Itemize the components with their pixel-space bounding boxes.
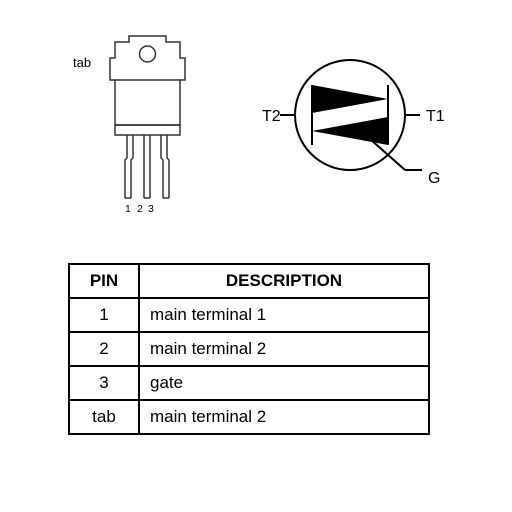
cell-pin: 1 [69,298,139,332]
cell-pin: 3 [69,366,139,400]
table-row: 1 main terminal 1 [69,298,429,332]
cell-desc: gate [139,366,429,400]
t2-label: T2 [262,108,281,126]
tab-label: tab [73,55,91,70]
header-desc: DESCRIPTION [139,264,429,298]
table-header-row: PIN DESCRIPTION [69,264,429,298]
t1-label: T1 [426,108,445,126]
pin-number-2: 2 [137,203,143,215]
cell-desc: main terminal 2 [139,400,429,434]
table-row: 3 gate [69,366,429,400]
cell-pin: tab [69,400,139,434]
cell-desc: main terminal 2 [139,332,429,366]
cell-desc: main terminal 1 [139,298,429,332]
diagram-canvas: tab 1 2 3 T2 T1 G [0,0,512,512]
pin-table: PIN DESCRIPTION 1 main terminal 1 2 main… [68,263,430,435]
table-row: tab main terminal 2 [69,400,429,434]
g-label: G [428,170,440,188]
package-outline [60,20,260,240]
table-row: 2 main terminal 2 [69,332,429,366]
cell-pin: 2 [69,332,139,366]
pin-number-3: 3 [148,203,154,215]
header-pin: PIN [69,264,139,298]
pin-number-1: 1 [125,203,131,215]
